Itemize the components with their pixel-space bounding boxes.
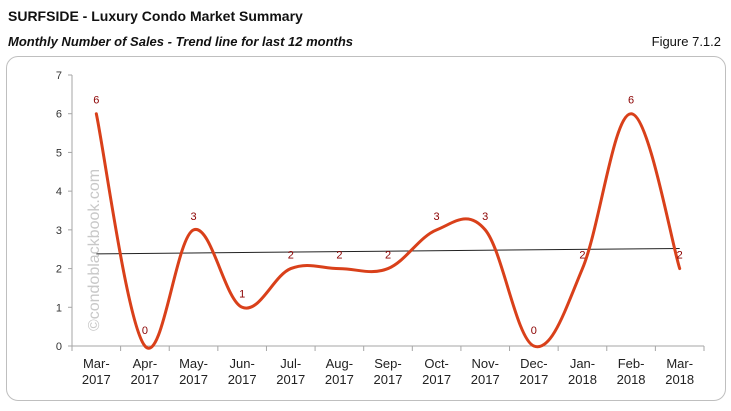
data-label: 2 bbox=[579, 250, 585, 262]
data-label: 2 bbox=[385, 250, 391, 262]
data-label: 3 bbox=[190, 211, 196, 223]
x-tick-label: Aug-2017 bbox=[325, 356, 354, 387]
figure-label: Figure 7.1.2 bbox=[651, 34, 721, 49]
x-tick-label: Nov-2017 bbox=[471, 356, 500, 387]
x-tick-label: Sep-2017 bbox=[374, 356, 403, 387]
chart-title: SURFSIDE - Luxury Condo Market Summary bbox=[8, 8, 303, 24]
y-tick-label: 0 bbox=[56, 341, 62, 353]
x-tick-label: Apr-2017 bbox=[130, 356, 159, 387]
chart-panel bbox=[6, 56, 726, 401]
data-label: 6 bbox=[93, 95, 99, 107]
x-tick-label: Mar-2017 bbox=[82, 356, 111, 387]
y-tick-labels: 0 1 2 3 4 5 6 7 bbox=[56, 70, 62, 353]
y-tick-label: 1 bbox=[56, 302, 62, 314]
y-tick-label: 7 bbox=[56, 70, 62, 82]
data-label: 0 bbox=[531, 325, 537, 337]
x-tick-label: Jul-2017 bbox=[276, 356, 305, 387]
data-labels: 6 0 3 1 2 2 2 3 3 0 2 6 2 bbox=[93, 95, 683, 337]
chart-axes bbox=[68, 74, 705, 351]
y-tick-label: 6 bbox=[56, 109, 62, 121]
chart-subtitle: Monthly Number of Sales - Trend line for… bbox=[8, 34, 354, 49]
x-tick-label: May-2017 bbox=[179, 356, 208, 387]
data-label: 2 bbox=[677, 250, 683, 262]
y-tick-label: 5 bbox=[56, 147, 62, 159]
data-label: 1 bbox=[239, 288, 245, 300]
data-label: 0 bbox=[142, 325, 148, 337]
x-tick-label: Feb-2018 bbox=[617, 356, 646, 387]
x-tick-label: Oct-2017 bbox=[422, 356, 451, 387]
trendline-layer bbox=[96, 247, 680, 255]
data-label: 2 bbox=[336, 250, 342, 262]
trendline bbox=[96, 247, 680, 255]
watermark: ©condoblackbook.com bbox=[86, 168, 103, 332]
sales-line bbox=[94, 112, 682, 350]
x-tick-labels: Mar-2017 Apr-2017 May-2017 Jun-2017 Jul-2017… bbox=[82, 356, 694, 387]
y-tick-label: 2 bbox=[56, 264, 62, 276]
data-label: 3 bbox=[482, 211, 488, 223]
data-label: 3 bbox=[434, 211, 440, 223]
y-tick-label: 4 bbox=[56, 186, 62, 198]
x-tick-label: Jun-2017 bbox=[228, 356, 257, 387]
series-layer bbox=[94, 112, 682, 350]
data-label: 2 bbox=[288, 250, 294, 262]
x-tick-label: Mar-2018 bbox=[665, 356, 694, 387]
x-tick-label: Jan-2018 bbox=[568, 356, 597, 387]
y-tick-label: 3 bbox=[56, 225, 62, 237]
data-label: 6 bbox=[628, 95, 634, 107]
x-tick-label: Dec-2017 bbox=[519, 356, 548, 387]
